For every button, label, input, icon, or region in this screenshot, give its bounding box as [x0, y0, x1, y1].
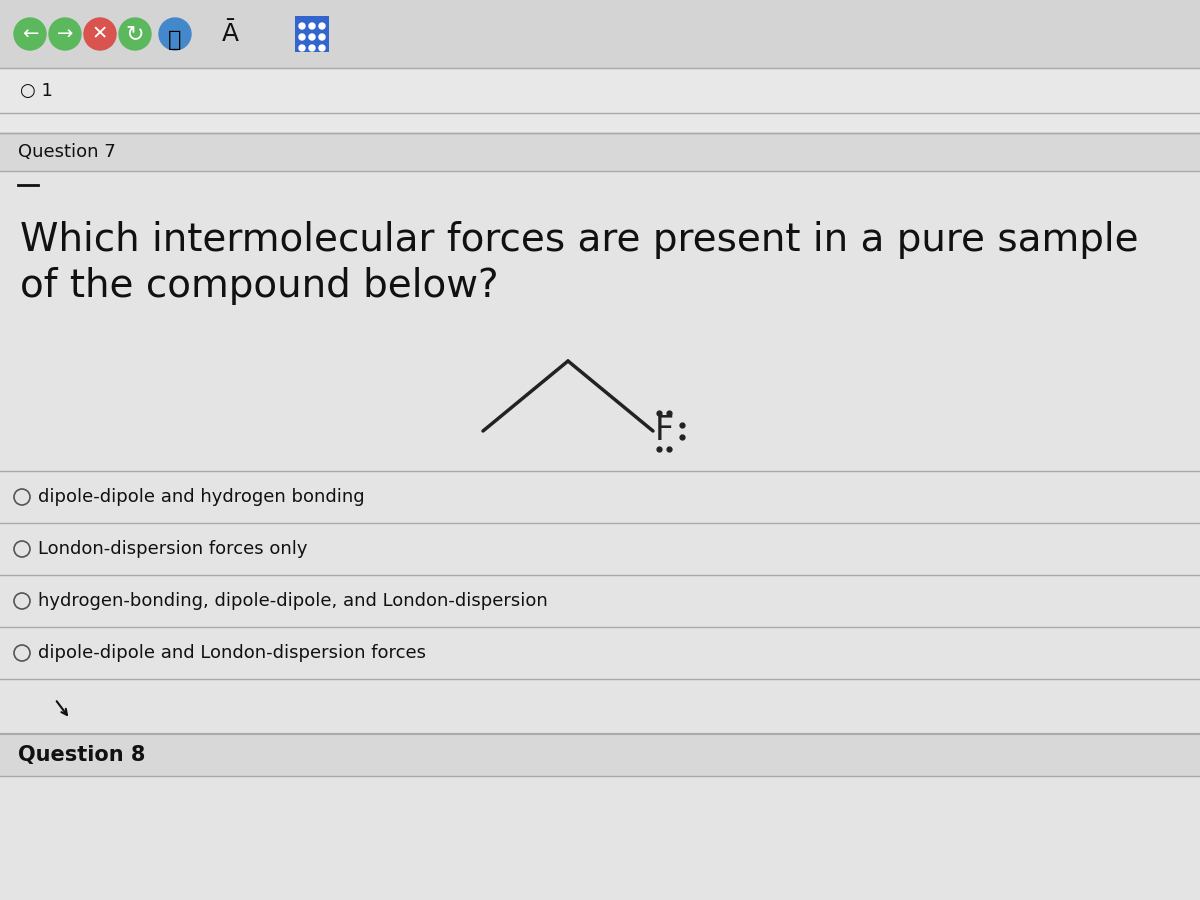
Circle shape — [299, 23, 305, 29]
Text: →: → — [56, 24, 73, 43]
Circle shape — [319, 23, 325, 29]
Bar — [0, 734, 1200, 776]
Circle shape — [310, 23, 314, 29]
Circle shape — [119, 18, 151, 50]
Circle shape — [319, 34, 325, 40]
Circle shape — [49, 18, 82, 50]
Text: London-dispersion forces only: London-dispersion forces only — [38, 540, 307, 558]
Circle shape — [158, 18, 191, 50]
Bar — [0, 133, 1200, 171]
Text: F: F — [655, 415, 674, 447]
Text: dipole-dipole and London-dispersion forces: dipole-dipole and London-dispersion forc… — [38, 644, 426, 662]
Circle shape — [299, 45, 305, 51]
Text: Which intermolecular forces are present in a pure sample: Which intermolecular forces are present … — [20, 221, 1139, 259]
Circle shape — [299, 34, 305, 40]
Circle shape — [14, 18, 46, 50]
Circle shape — [310, 34, 314, 40]
Text: 🌐: 🌐 — [168, 30, 181, 50]
Bar — [0, 0, 1200, 68]
Text: of the compound below?: of the compound below? — [20, 267, 499, 305]
Circle shape — [310, 45, 314, 51]
Text: ↻: ↻ — [126, 24, 144, 44]
Bar — [0, 113, 1200, 133]
Text: Question 7: Question 7 — [18, 143, 115, 161]
Text: hydrogen-bonding, dipole-dipole, and London-dispersion: hydrogen-bonding, dipole-dipole, and Lon… — [38, 592, 547, 610]
Bar — [0, 68, 1200, 113]
Bar — [295, 16, 329, 52]
Text: Question 8: Question 8 — [18, 745, 145, 765]
Circle shape — [84, 18, 116, 50]
Text: ✕: ✕ — [92, 24, 108, 43]
Text: dipole-dipole and hydrogen bonding: dipole-dipole and hydrogen bonding — [38, 488, 365, 506]
Text: ←: ← — [22, 24, 38, 43]
Text: Ā: Ā — [222, 22, 239, 46]
Circle shape — [319, 45, 325, 51]
Text: ○ 1: ○ 1 — [20, 82, 53, 100]
